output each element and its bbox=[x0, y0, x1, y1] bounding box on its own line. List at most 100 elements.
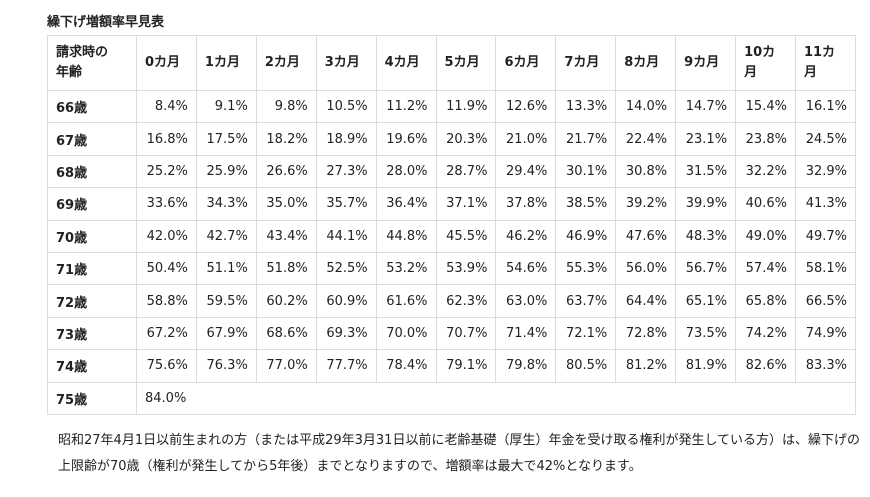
rate-cell: 74.2% bbox=[735, 316, 796, 351]
header-cell: 10カ月 bbox=[735, 35, 796, 91]
rate-cell: 65.1% bbox=[675, 284, 737, 318]
rate-cell: 60.2% bbox=[255, 284, 317, 318]
rate-cell: 51.1% bbox=[195, 251, 257, 286]
table-row: 73歳 67.2% 67.9% 68.6% 69.3% 70.0% 70.7% 71.4% 72… bbox=[47, 316, 857, 351]
row-header: 69歳 bbox=[47, 187, 137, 221]
note: 昭和27年4月1日以前生まれの方（または平成29年3月31日以前に老齢基礎（厚生… bbox=[58, 433, 861, 474]
rate-cell: 42.0% bbox=[136, 219, 197, 253]
rate-cell: 28.7% bbox=[435, 154, 497, 189]
rate-cell: 22.4% bbox=[615, 122, 677, 156]
rate-cell: 19.6% bbox=[375, 122, 437, 156]
row-header: 73歳 bbox=[47, 316, 137, 351]
rate-cell: 13.3% bbox=[555, 89, 617, 124]
row-header: 75歳 bbox=[47, 381, 137, 415]
rate-cell: 28.0% bbox=[375, 154, 437, 189]
rate-cell: 62.3% bbox=[435, 284, 497, 318]
rate-cell: 17.5% bbox=[195, 122, 257, 156]
rate-cell: 64.4% bbox=[615, 284, 677, 318]
rate-cell: 53.2% bbox=[375, 251, 437, 286]
rate-cell: 52.5% bbox=[315, 251, 377, 286]
header-cell: 6カ月 bbox=[495, 35, 557, 91]
rate-cell: 32.2% bbox=[735, 154, 796, 189]
rate-cell: 74.9% bbox=[794, 316, 857, 351]
rate-cell: 51.8% bbox=[255, 251, 317, 286]
rate-cell: 47.6% bbox=[615, 219, 677, 253]
header-cell: 3カ月 bbox=[315, 35, 377, 91]
rate-cell: 82.6% bbox=[735, 349, 796, 383]
rate-cell: 11.2% bbox=[375, 89, 437, 124]
rate-cell: 84.0% bbox=[136, 381, 856, 415]
header-cell: 8カ月 bbox=[615, 35, 677, 91]
row-header: 71歳 bbox=[47, 251, 137, 286]
rate-cell: 26.6% bbox=[255, 154, 317, 189]
rate-cell: 32.9% bbox=[794, 154, 857, 189]
header-cell: 5カ月 bbox=[435, 35, 497, 91]
header-cell: 9カ月 bbox=[675, 35, 737, 91]
rate-cell: 21.0% bbox=[495, 122, 557, 156]
rate-cell: 61.6% bbox=[375, 284, 437, 318]
rate-cell: 16.8% bbox=[136, 122, 197, 156]
table-row: 67歳 16.8% 17.5% 18.2% 18.9% 19.6% 20.3% 21.0% 21… bbox=[47, 122, 857, 156]
table-row: 71歳 50.4% 51.1% 51.8% 52.5% 53.2% 53.9% 54.6% 55… bbox=[47, 251, 857, 286]
row-header: 72歳 bbox=[47, 284, 137, 318]
header-cell: 1カ月 bbox=[195, 35, 257, 91]
table-body: 66歳 8.4% 9.1% 9.8% 10.5% 11.2% 11.9% 12.6% 13.3%… bbox=[47, 89, 857, 415]
rate-cell: 83.3% bbox=[794, 349, 857, 383]
rate-cell: 49.0% bbox=[735, 219, 796, 253]
rate-cell: 14.0% bbox=[615, 89, 677, 124]
row-header: 70歳 bbox=[47, 219, 137, 253]
rate-cell: 44.1% bbox=[315, 219, 377, 253]
rate-cell: 24.5% bbox=[794, 122, 857, 156]
rate-cell: 27.3% bbox=[315, 154, 377, 189]
row-header: 66歳 bbox=[47, 89, 137, 124]
rate-cell: 38.5% bbox=[555, 187, 617, 221]
rate-cell: 75.6% bbox=[136, 349, 197, 383]
rate-cell: 50.4% bbox=[136, 251, 197, 286]
rate-cell: 25.9% bbox=[195, 154, 257, 189]
rate-cell: 81.9% bbox=[675, 349, 737, 383]
rate-cell: 40.6% bbox=[735, 187, 796, 221]
table-row: 75歳 84.0% bbox=[47, 381, 856, 415]
header-cell: 4カ月 bbox=[375, 35, 437, 91]
rate-cell: 78.4% bbox=[375, 349, 437, 383]
rate-cell: 70.7% bbox=[435, 316, 497, 351]
rate-cell: 18.2% bbox=[255, 122, 317, 156]
rate-cell: 46.9% bbox=[555, 219, 617, 253]
rate-cell: 18.9% bbox=[315, 122, 377, 156]
rate-cell: 43.4% bbox=[255, 219, 317, 253]
rate-cell: 57.4% bbox=[735, 251, 796, 286]
header-cell: 2カ月 bbox=[255, 35, 317, 91]
rate-cell: 25.2% bbox=[136, 154, 197, 189]
header-cell: 11カ月 bbox=[794, 35, 857, 91]
rate-cell: 11.9% bbox=[435, 89, 497, 124]
rate-cell: 30.8% bbox=[615, 154, 677, 189]
rate-cell: 60.9% bbox=[315, 284, 377, 318]
table-row: 66歳 8.4% 9.1% 9.8% 10.5% 11.2% 11.9% 12.6% 13.3%… bbox=[47, 89, 857, 124]
table-row: 72歳 58.8% 59.5% 60.2% 60.9% 61.6% 62.3% 63.0% 63… bbox=[47, 284, 857, 318]
rate-cell: 48.3% bbox=[675, 219, 737, 253]
rate-cell: 65.8% bbox=[735, 284, 796, 318]
table-title: 繰下げ増額率早見表 bbox=[47, 15, 165, 30]
rate-cell: 59.5% bbox=[195, 284, 257, 318]
rate-cell: 77.7% bbox=[315, 349, 377, 383]
table-row: 70歳 42.0% 42.7% 43.4% 44.1% 44.8% 45.5% 46.2% 46… bbox=[47, 219, 857, 253]
rate-cell: 72.1% bbox=[555, 316, 617, 351]
row-header: 74歳 bbox=[47, 349, 137, 383]
rate-cell: 56.0% bbox=[615, 251, 677, 286]
rate-cell: 44.8% bbox=[375, 219, 437, 253]
rate-cell: 31.5% bbox=[675, 154, 737, 189]
rate-cell: 63.0% bbox=[495, 284, 557, 318]
rate-cell: 66.5% bbox=[794, 284, 857, 318]
rate-cell: 49.7% bbox=[794, 219, 857, 253]
rate-cell: 54.6% bbox=[495, 251, 557, 286]
rate-cell: 67.2% bbox=[136, 316, 197, 351]
rate-cell: 58.1% bbox=[794, 251, 857, 286]
rate-cell: 46.2% bbox=[495, 219, 557, 253]
rate-cell: 23.8% bbox=[735, 122, 796, 156]
table-row: 74歳 75.6% 76.3% 77.0% 77.7% 78.4% 79.1% 79.8% 80… bbox=[47, 349, 857, 383]
rate-cell: 79.1% bbox=[435, 349, 497, 383]
table-row: 69歳 33.6% 34.3% 35.0% 35.7% 36.4% 37.1% 37.8% 38… bbox=[47, 187, 857, 221]
rate-cell: 77.0% bbox=[255, 349, 317, 383]
rate-cell: 63.7% bbox=[555, 284, 617, 318]
header-cell: 0カ月 bbox=[136, 35, 197, 91]
